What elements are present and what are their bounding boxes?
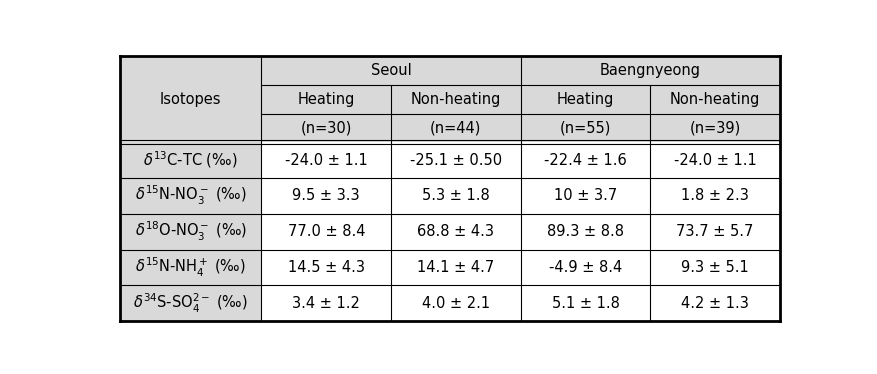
Text: $\delta^{13}$C-TC (‰): $\delta^{13}$C-TC (‰) — [143, 150, 238, 171]
Text: (n=39): (n=39) — [688, 120, 740, 135]
Text: Baengnyeong: Baengnyeong — [599, 63, 700, 78]
Text: $\delta^{15}$N-NO$_3^-$ (‰): $\delta^{15}$N-NO$_3^-$ (‰) — [135, 184, 246, 208]
Text: (n=44): (n=44) — [430, 120, 481, 135]
Text: Heating: Heating — [297, 92, 354, 107]
Text: Seoul: Seoul — [370, 63, 411, 78]
Text: 10 ± 3.7: 10 ± 3.7 — [553, 188, 617, 203]
Text: 89.3 ± 8.8: 89.3 ± 8.8 — [546, 224, 624, 239]
Text: -4.9 ± 8.4: -4.9 ± 8.4 — [548, 260, 622, 275]
Text: 9.5 ± 3.3: 9.5 ± 3.3 — [292, 188, 360, 203]
Text: 5.1 ± 1.8: 5.1 ± 1.8 — [551, 296, 619, 311]
Text: Non-heating: Non-heating — [669, 92, 759, 107]
Text: 1.8 ± 2.3: 1.8 ± 2.3 — [681, 188, 748, 203]
Text: (n=30): (n=30) — [300, 120, 352, 135]
Text: 9.3 ± 5.1: 9.3 ± 5.1 — [681, 260, 748, 275]
Text: 68.8 ± 4.3: 68.8 ± 4.3 — [417, 224, 494, 239]
Text: $\delta^{34}$S-SO$_4^{2-}$ (‰): $\delta^{34}$S-SO$_4^{2-}$ (‰) — [133, 292, 248, 315]
Text: 14.1 ± 4.7: 14.1 ± 4.7 — [417, 260, 494, 275]
Text: Non-heating: Non-heating — [410, 92, 501, 107]
Text: $\delta^{18}$O-NO$_3^-$ (‰): $\delta^{18}$O-NO$_3^-$ (‰) — [134, 220, 246, 243]
Text: 4.0 ± 2.1: 4.0 ± 2.1 — [421, 296, 489, 311]
Text: $\delta^{15}$N-NH$_4^+$ (‰): $\delta^{15}$N-NH$_4^+$ (‰) — [135, 256, 246, 279]
Text: 77.0 ± 8.4: 77.0 ± 8.4 — [287, 224, 365, 239]
Text: 14.5 ± 4.3: 14.5 ± 4.3 — [288, 260, 364, 275]
Text: 73.7 ± 5.7: 73.7 ± 5.7 — [675, 224, 753, 239]
Text: (n=55): (n=55) — [560, 120, 610, 135]
Text: Heating: Heating — [556, 92, 614, 107]
Text: -24.0 ± 1.1: -24.0 ± 1.1 — [673, 153, 756, 168]
Text: -22.4 ± 1.6: -22.4 ± 1.6 — [544, 153, 626, 168]
Text: 4.2 ± 1.3: 4.2 ± 1.3 — [681, 296, 748, 311]
Text: -25.1 ± 0.50: -25.1 ± 0.50 — [410, 153, 502, 168]
Text: -24.0 ± 1.1: -24.0 ± 1.1 — [284, 153, 367, 168]
Text: 3.4 ± 1.2: 3.4 ± 1.2 — [292, 296, 360, 311]
Text: Isotopes: Isotopes — [160, 92, 221, 107]
Text: 5.3 ± 1.8: 5.3 ± 1.8 — [422, 188, 489, 203]
